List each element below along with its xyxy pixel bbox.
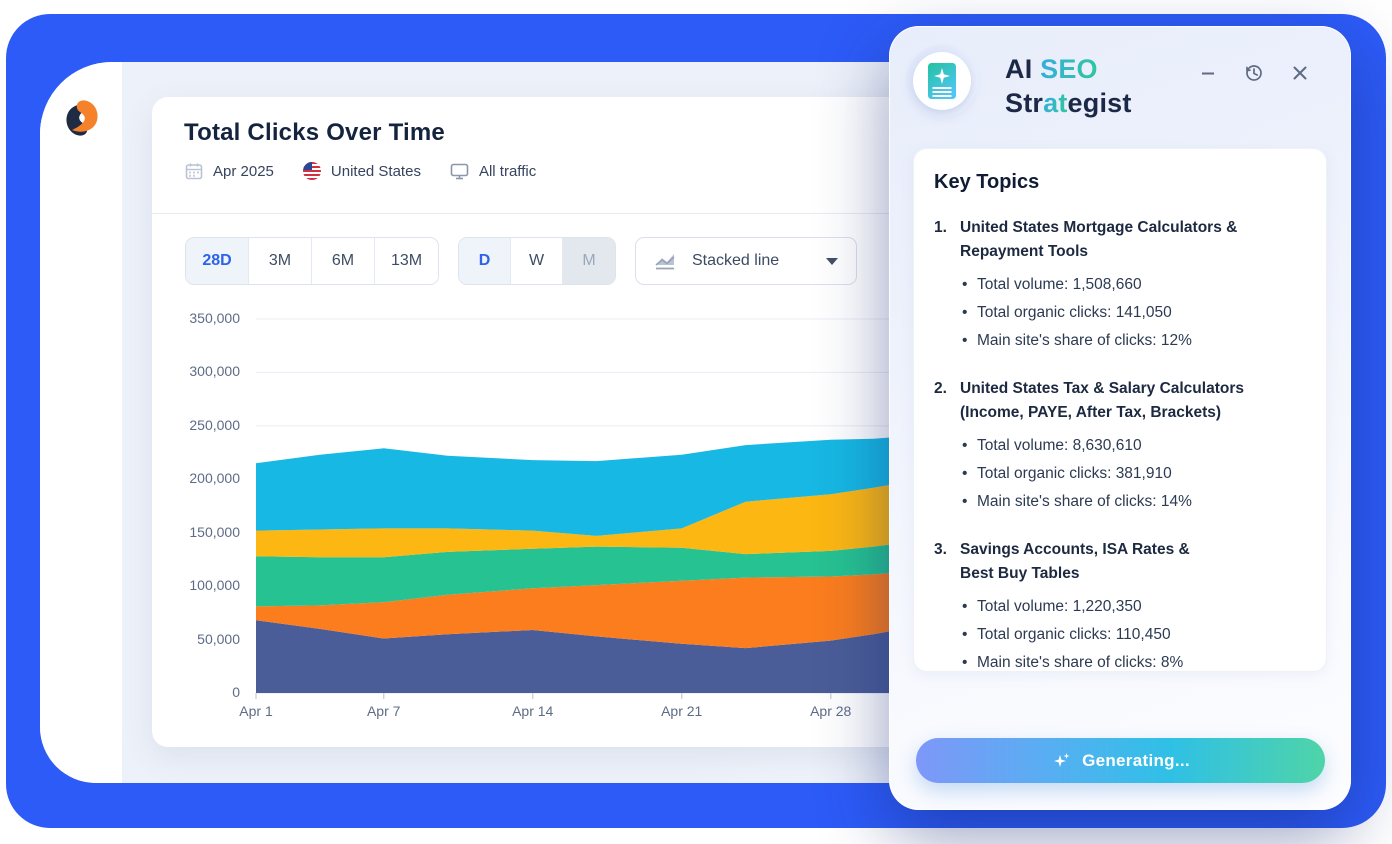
area-series-1: [256, 620, 916, 693]
history-button[interactable]: [1243, 62, 1265, 84]
granularity-month-button[interactable]: M: [563, 238, 615, 284]
topic-title: United States Mortgage Calculators & Rep…: [960, 219, 1238, 260]
topic-item-3: 3. Savings Accounts, ISA Rates & Best Bu…: [934, 538, 1306, 671]
topic-item-1: 1. United States Mortgage Calculators & …: [934, 216, 1306, 355]
bullet: Total organic clicks: 141,050: [960, 299, 1306, 327]
y-axis-label: 0: [232, 684, 240, 700]
stacked-area-chart[interactable]: 0 50,000 100,000 150,000 200,000 250,000 300,0…: [152, 97, 960, 747]
area-series-4: [256, 480, 916, 558]
area-series-2: [256, 571, 916, 649]
x-axis-label: Apr 28: [810, 703, 852, 719]
bullet: Total volume: 1,508,660: [960, 271, 1306, 299]
x-axis-label: Apr 7: [366, 703, 401, 719]
y-axis-label: 350,000: [189, 310, 240, 326]
traffic-label: All traffic: [478, 162, 537, 180]
total-clicks-card: Total Clicks Over Time Apr 2025: [152, 97, 960, 747]
chart-plot[interactable]: [152, 97, 960, 747]
bullet: Main site's share of clicks: 12%: [960, 327, 1306, 355]
sidebar: [40, 62, 122, 783]
window-controls: [1197, 62, 1311, 84]
y-axis-label: 200,000: [189, 470, 240, 487]
area-series-3: [256, 541, 916, 607]
key-topics-card: Key Topics 1. United States Mortgage Cal…: [913, 148, 1327, 672]
minimize-icon: [1202, 72, 1214, 75]
granularity-day-button[interactable]: D: [459, 238, 511, 284]
report-meta: Apr 2025 United States: [184, 161, 554, 181]
country-filter[interactable]: United States: [302, 161, 421, 181]
close-button[interactable]: [1289, 62, 1311, 84]
area-series-5: [256, 435, 916, 536]
range-6m-button[interactable]: 6M: [312, 238, 375, 284]
bullet: Main site's share of clicks: 8%: [960, 649, 1306, 671]
topic-item-2: 2. United States Tax & Salary Calculator…: [934, 377, 1306, 516]
us-flag-icon: [302, 162, 321, 180]
bullet: Total organic clicks: 110,450: [960, 621, 1306, 649]
x-axis-label: Apr 1: [239, 703, 273, 719]
x-axis-label: Apr 21: [661, 703, 703, 719]
y-axis-label: 300,000: [189, 363, 240, 380]
range-28d-button[interactable]: 28D: [186, 238, 249, 284]
topic-bullets: Total volume: 1,508,660 Total organic cl…: [960, 271, 1306, 355]
chart-type-dropdown[interactable]: Stacked line: [635, 237, 857, 285]
range-3m-button[interactable]: 3M: [249, 238, 312, 284]
granularity-week-button[interactable]: W: [511, 238, 563, 284]
bullet: Main site's share of clicks: 14%: [960, 488, 1306, 516]
ai-seo-strategist-panel: AI SEO Strategist Key Topics 1.: [889, 26, 1351, 810]
y-axis-label: 150,000: [189, 523, 240, 540]
topic-bullets: Total volume: 8,630,610 Total organic cl…: [960, 432, 1306, 516]
topic-title: United States Tax & Salary Calculators (…: [960, 380, 1244, 421]
doc-sparkle-icon: [928, 63, 956, 99]
bullet: Total volume: 8,630,610: [960, 432, 1306, 460]
bullet: Total volume: 1,220,350: [960, 593, 1306, 621]
topic-title: Savings Accounts, ISA Rates & Best Buy T…: [960, 541, 1190, 582]
chart-type-label: Stacked line: [692, 252, 780, 269]
x-axis-label: Apr 14: [512, 703, 554, 719]
monitor-icon: [450, 163, 469, 180]
divider: [152, 213, 960, 214]
generating-label: Generating...: [1082, 750, 1190, 770]
y-axis-label: 100,000: [189, 577, 240, 594]
minimize-button[interactable]: [1197, 62, 1219, 84]
y-axis-label: 250,000: [189, 416, 240, 433]
granularity-selector: D W M: [458, 237, 616, 285]
history-icon: [1246, 65, 1262, 81]
date-range[interactable]: Apr 2025: [184, 161, 274, 181]
close-icon: [1293, 66, 1307, 80]
y-axis-label: 50,000: [197, 630, 240, 647]
topic-bullets: Total volume: 1,220,350 Total organic cl…: [960, 593, 1306, 671]
chevron-down-icon: [826, 257, 838, 265]
page-title: Total Clicks Over Time: [184, 119, 445, 146]
calendar-icon: [185, 163, 203, 180]
panel-title: AI SEO Strategist: [1005, 54, 1132, 118]
assistant-badge: [906, 45, 978, 117]
similarweb-logo[interactable]: [58, 94, 106, 142]
bullet: Total organic clicks: 381,910: [960, 460, 1306, 488]
range-13m-button[interactable]: 13M: [375, 238, 438, 284]
chart-toolbar: 28D 3M 6M 13M D W M Stacked line: [152, 237, 960, 285]
sparkle-icon: [1054, 752, 1070, 767]
country-label: United States: [330, 162, 421, 180]
range-selector: 28D 3M 6M 13M: [185, 237, 439, 285]
generating-button[interactable]: Generating...: [916, 738, 1325, 783]
traffic-filter[interactable]: All traffic: [449, 161, 536, 181]
area-chart-icon: [655, 254, 675, 270]
key-topics-title: Key Topics: [934, 171, 1040, 193]
date-label: Apr 2025: [213, 162, 274, 180]
